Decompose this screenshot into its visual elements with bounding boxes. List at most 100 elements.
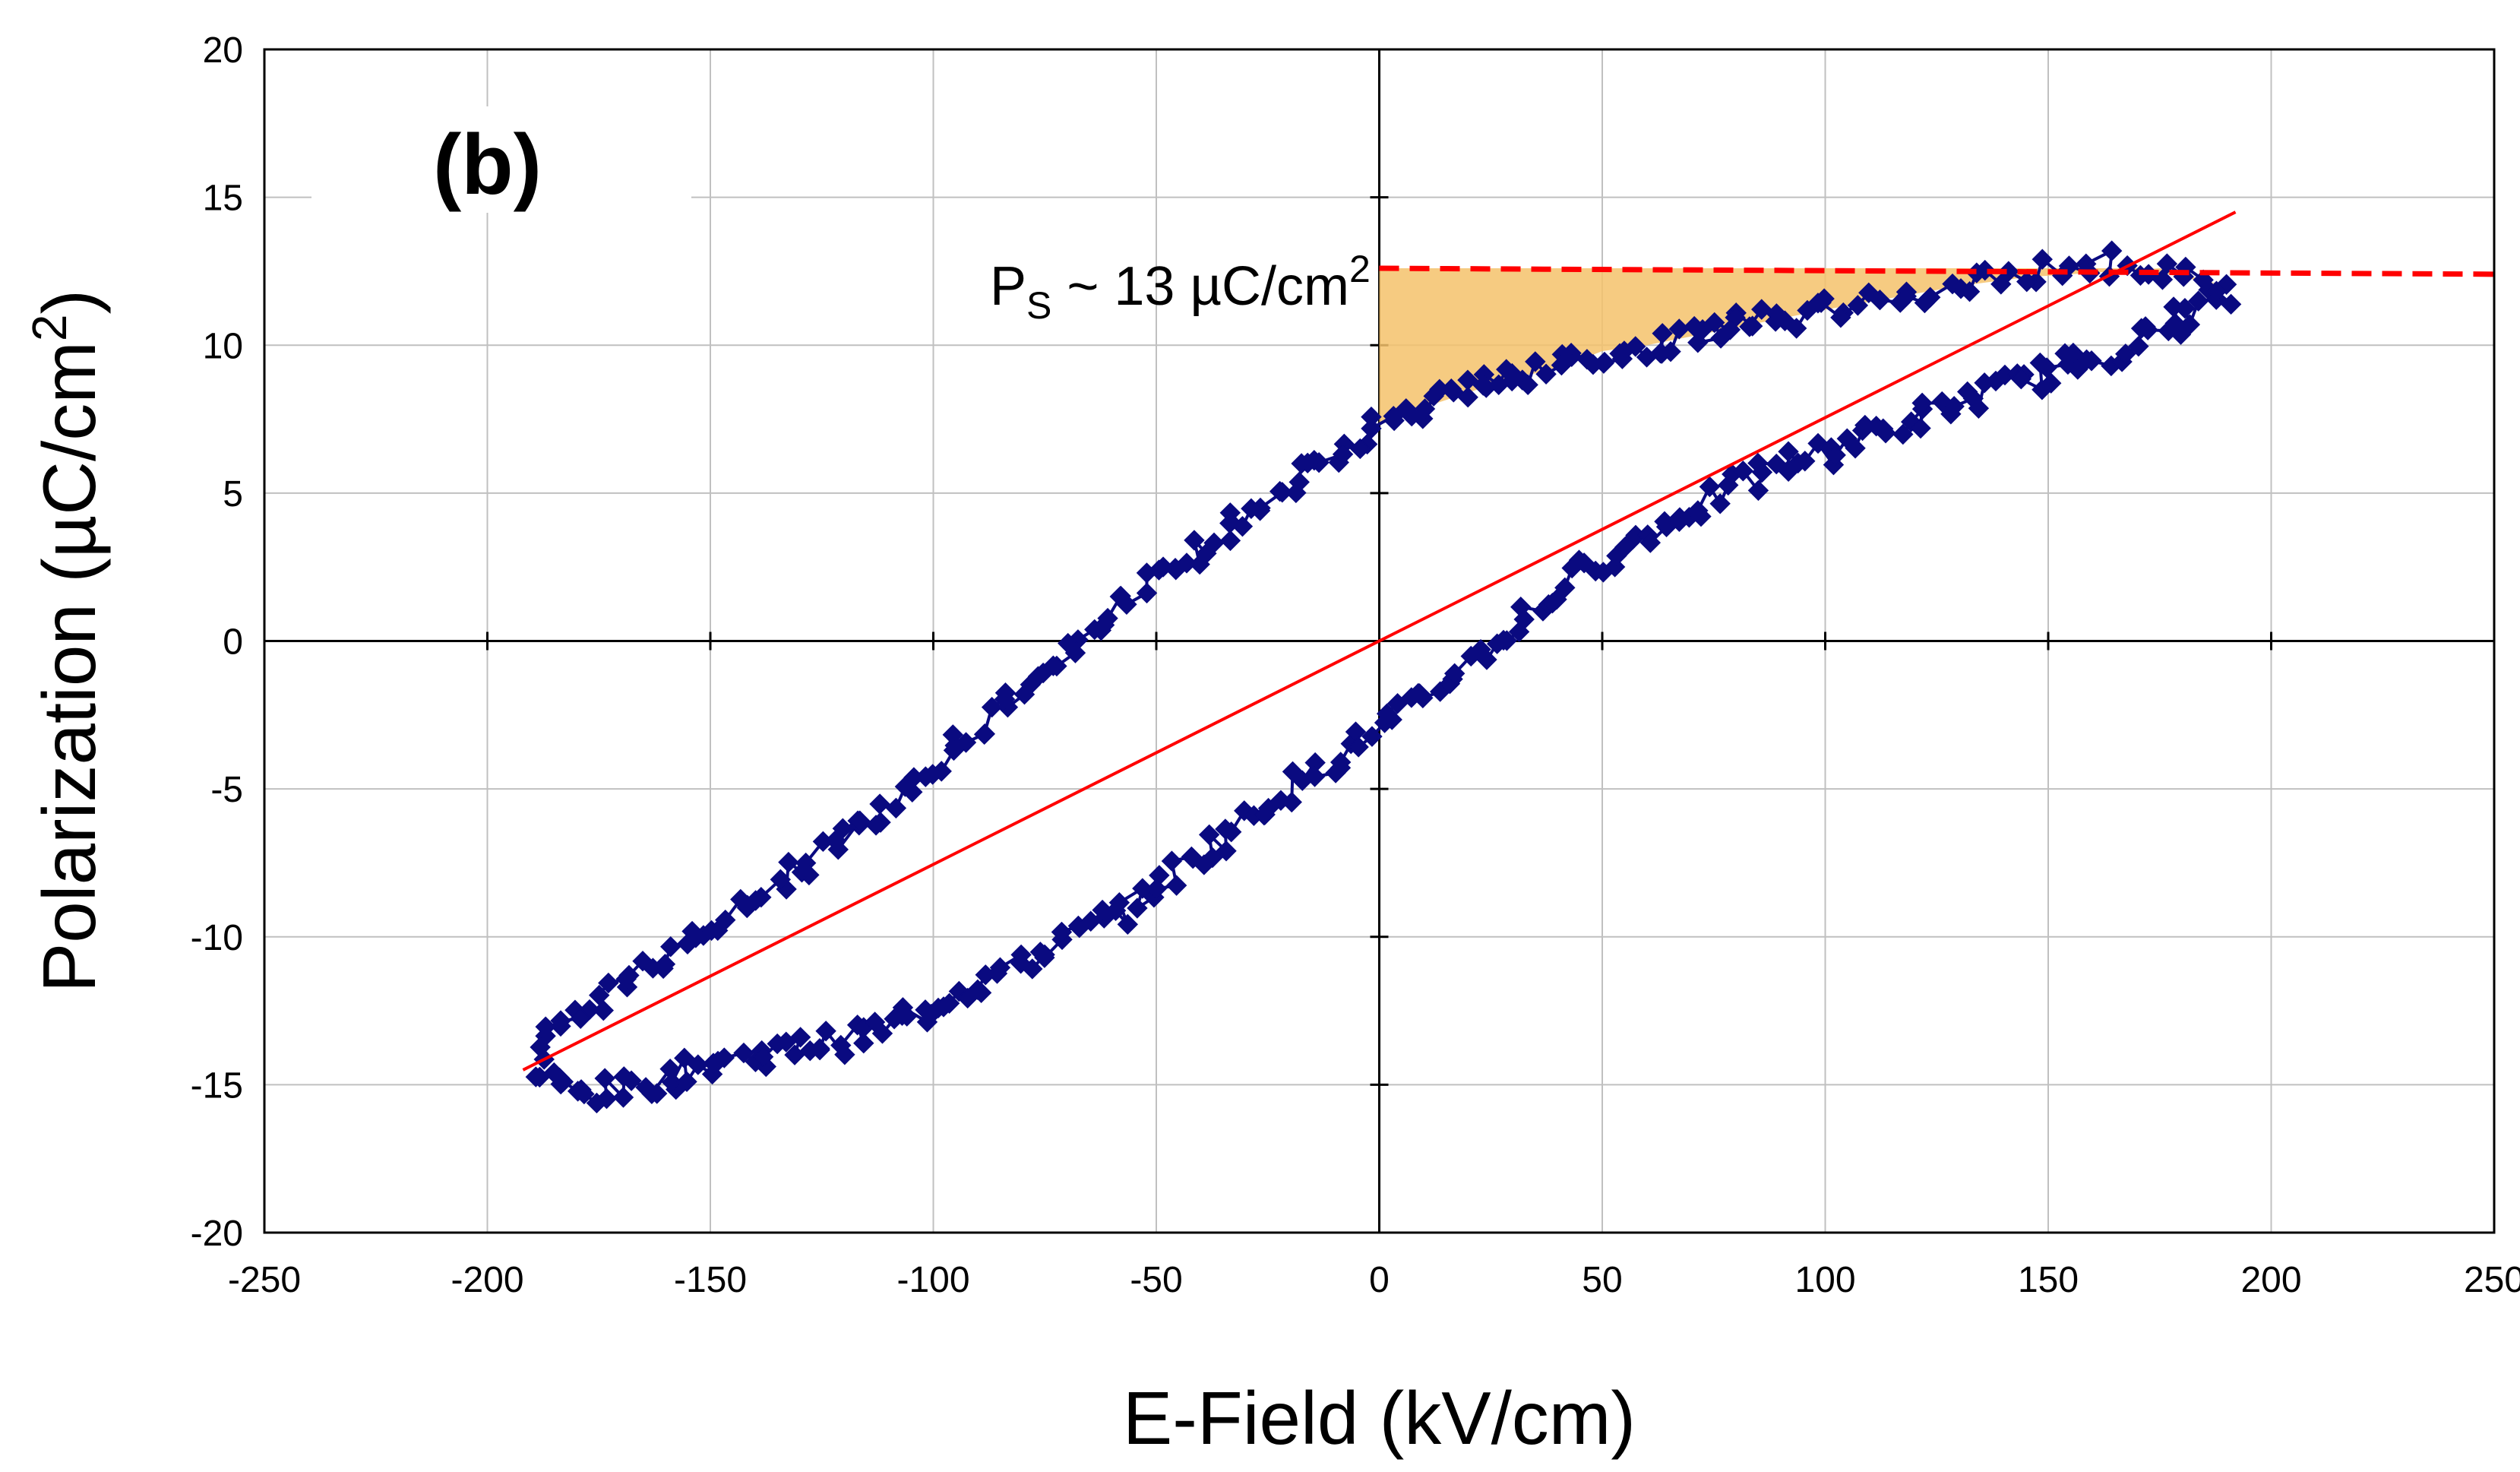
data-point <box>550 1015 571 1037</box>
data-point <box>1699 476 1721 498</box>
data-point <box>1376 703 1398 724</box>
data-point <box>1146 878 1168 900</box>
saturation-dashed-line <box>1379 265 2495 277</box>
data-point <box>1161 850 1183 872</box>
data-point <box>660 936 681 958</box>
data-point <box>552 1071 574 1093</box>
y-tick-label: -15 <box>191 1065 243 1106</box>
data-point <box>1127 897 1148 919</box>
data-point <box>632 950 653 972</box>
data-point <box>1361 726 1383 747</box>
data-point <box>570 1008 591 1029</box>
data-point <box>830 1034 852 1056</box>
data-point <box>621 1070 642 1091</box>
data-point <box>1732 461 1754 482</box>
data-point <box>2188 290 2209 312</box>
data-point <box>1184 530 1205 551</box>
data-point <box>812 831 834 853</box>
data-point <box>2036 357 2057 378</box>
data-point <box>1032 662 1054 684</box>
data-point <box>2010 368 2032 390</box>
data-point <box>2205 280 2228 302</box>
data-point <box>1778 441 1799 462</box>
data-point <box>2220 293 2242 315</box>
y-tick-label: 10 <box>203 326 243 366</box>
data-point <box>598 972 619 994</box>
data-point <box>1797 299 1818 321</box>
data-point <box>1117 913 1139 935</box>
data-point <box>1423 385 1444 407</box>
y-tick-label: 15 <box>203 179 243 219</box>
data-point <box>1202 847 1223 869</box>
data-point <box>789 1027 811 1048</box>
x-tick-label: 100 <box>1794 1260 1855 1300</box>
data-point <box>1361 406 1382 428</box>
data-point <box>1496 359 1517 380</box>
x-tick-label: 0 <box>1369 1260 1390 1300</box>
saturation-shaded-area <box>1379 268 2227 426</box>
data-point <box>809 1039 830 1061</box>
data-point <box>676 1071 697 1093</box>
data-point <box>2174 298 2196 319</box>
x-tick-label: -100 <box>896 1260 969 1300</box>
data-point <box>1636 347 1658 368</box>
data-point <box>2031 248 2053 270</box>
data-point <box>894 776 916 797</box>
data-point <box>1998 261 2019 282</box>
data-point <box>1136 582 1158 604</box>
x-tick-label: -250 <box>228 1260 301 1300</box>
data-point <box>1687 500 1709 521</box>
data-point <box>1496 630 1518 651</box>
data-point <box>1889 292 1911 313</box>
data-point <box>1383 405 1404 427</box>
data-point <box>865 815 887 836</box>
x-axis-title: E-Field (kV/cm) <box>1123 1376 1636 1460</box>
data-point <box>1741 315 1763 337</box>
data-point <box>2101 240 2123 261</box>
data-point <box>1568 549 1590 571</box>
data-point <box>791 862 813 883</box>
data-point <box>1291 453 1312 474</box>
x-tick-label: 50 <box>1582 1260 1622 1300</box>
data-point <box>612 1087 634 1108</box>
data-point <box>2041 372 2062 394</box>
saturation-annotation: PS ~ 13 µC/cm2 <box>990 248 1371 327</box>
data-point <box>594 1068 615 1089</box>
data-point <box>1064 642 1086 663</box>
data-point <box>1611 348 1633 369</box>
data-point <box>1845 438 1866 459</box>
data-point <box>1219 530 1241 552</box>
y-tick-label: 20 <box>203 30 243 71</box>
data-point <box>525 1066 547 1087</box>
data-point <box>1198 824 1220 846</box>
data-point <box>1585 560 1606 582</box>
data-point <box>1747 452 1769 474</box>
data-point <box>677 933 698 955</box>
data-point <box>1525 351 1546 372</box>
panel-label: (b) <box>433 117 542 212</box>
data-point <box>1747 480 1769 502</box>
x-tick-label: 250 <box>2464 1260 2520 1300</box>
data-point <box>770 869 792 891</box>
x-tick-label: -50 <box>1130 1260 1182 1300</box>
x-tick-label: 150 <box>2018 1260 2079 1300</box>
data-point <box>730 888 751 910</box>
data-point <box>733 1042 754 1064</box>
y-axis-title: Polarization (µC/cm2) <box>22 290 111 992</box>
data-point <box>1990 274 2012 295</box>
data-point <box>853 1032 874 1054</box>
y-tick-label: 5 <box>223 474 243 514</box>
data-point <box>1472 375 1494 396</box>
data-point <box>1911 392 1933 414</box>
data-point <box>1013 684 1036 705</box>
data-point <box>2016 271 2038 293</box>
data-point <box>1639 532 1662 553</box>
data-point <box>1668 318 1690 340</box>
data-point <box>892 997 914 1018</box>
data-point <box>1272 482 1293 503</box>
data-point <box>1092 899 1113 921</box>
data-point <box>1412 687 1434 709</box>
data-point <box>1942 273 1963 295</box>
